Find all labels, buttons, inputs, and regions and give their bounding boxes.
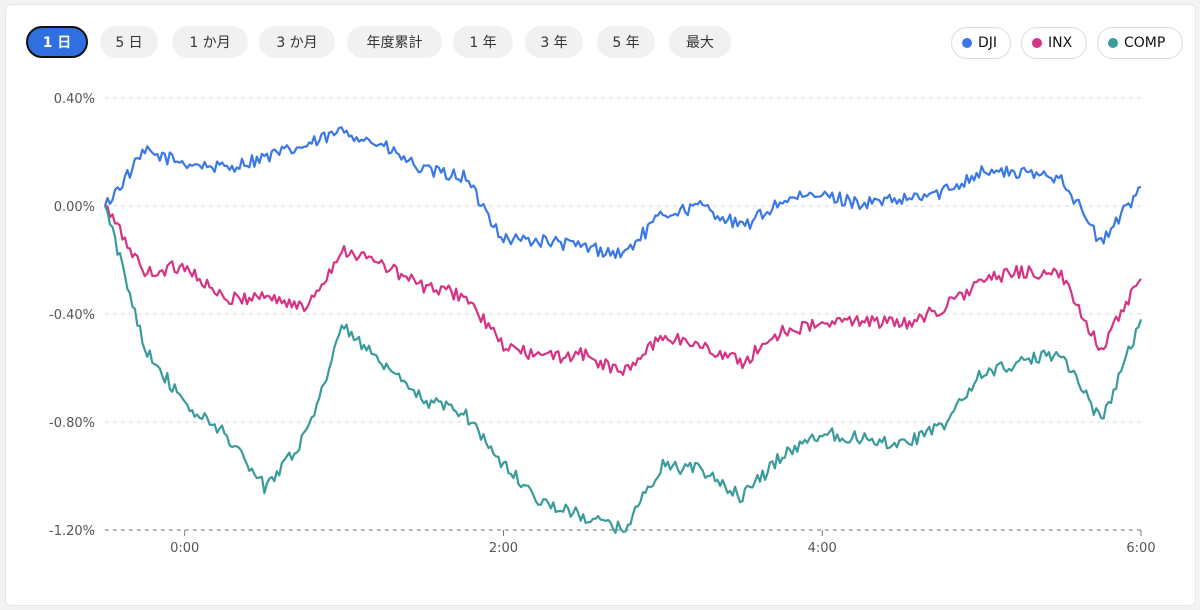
range-button-4[interactable]: 年度累計 (347, 26, 442, 58)
y-tick-label: 0.40% (54, 92, 95, 107)
series-line-comp (103, 205, 1143, 534)
x-tick-label: 4:00 (808, 541, 837, 556)
x-tick-label: 6:00 (1126, 541, 1155, 556)
chart-card (5, 4, 1196, 606)
y-axis: 0.40% 0.00% -0.40% -0.80% -1.20% (49, 92, 95, 539)
series-line-dji (103, 126, 1142, 259)
x-axis: 0:00 2:00 4:00 6:00 (170, 530, 1156, 556)
legend-label: INX (1048, 35, 1073, 51)
series-lines (103, 126, 1143, 534)
legend-item-dji[interactable]: DJI (951, 27, 1011, 59)
range-button-7[interactable]: 5 年 (597, 26, 655, 58)
legend-item-inx[interactable]: INX (1021, 27, 1087, 59)
range-button-8[interactable]: 最大 (669, 26, 731, 58)
y-tick-label: -0.40% (49, 308, 95, 323)
x-tick-label: 0:00 (170, 541, 199, 556)
range-button-6[interactable]: 3 年 (525, 26, 583, 58)
y-tick-label: -1.20% (49, 524, 95, 539)
range-button-5[interactable]: 1 年 (453, 26, 513, 58)
y-tick-label: -0.80% (49, 416, 95, 431)
range-button-3[interactable]: 3 か月 (259, 26, 335, 58)
legend-dot-icon (962, 38, 972, 48)
range-button-1[interactable]: 5 日 (100, 26, 158, 58)
legend-label: COMP (1124, 35, 1166, 51)
legend-item-comp[interactable]: COMP (1097, 27, 1183, 59)
range-button-0[interactable]: 1 日 (26, 26, 88, 58)
legend-dot-icon (1032, 38, 1042, 48)
y-tick-label: 0.00% (54, 200, 95, 215)
series-line-inx (104, 204, 1142, 376)
legend-label: DJI (978, 35, 998, 51)
range-button-2[interactable]: 1 か月 (172, 26, 248, 58)
legend-dot-icon (1108, 38, 1118, 48)
x-tick-label: 2:00 (489, 541, 518, 556)
